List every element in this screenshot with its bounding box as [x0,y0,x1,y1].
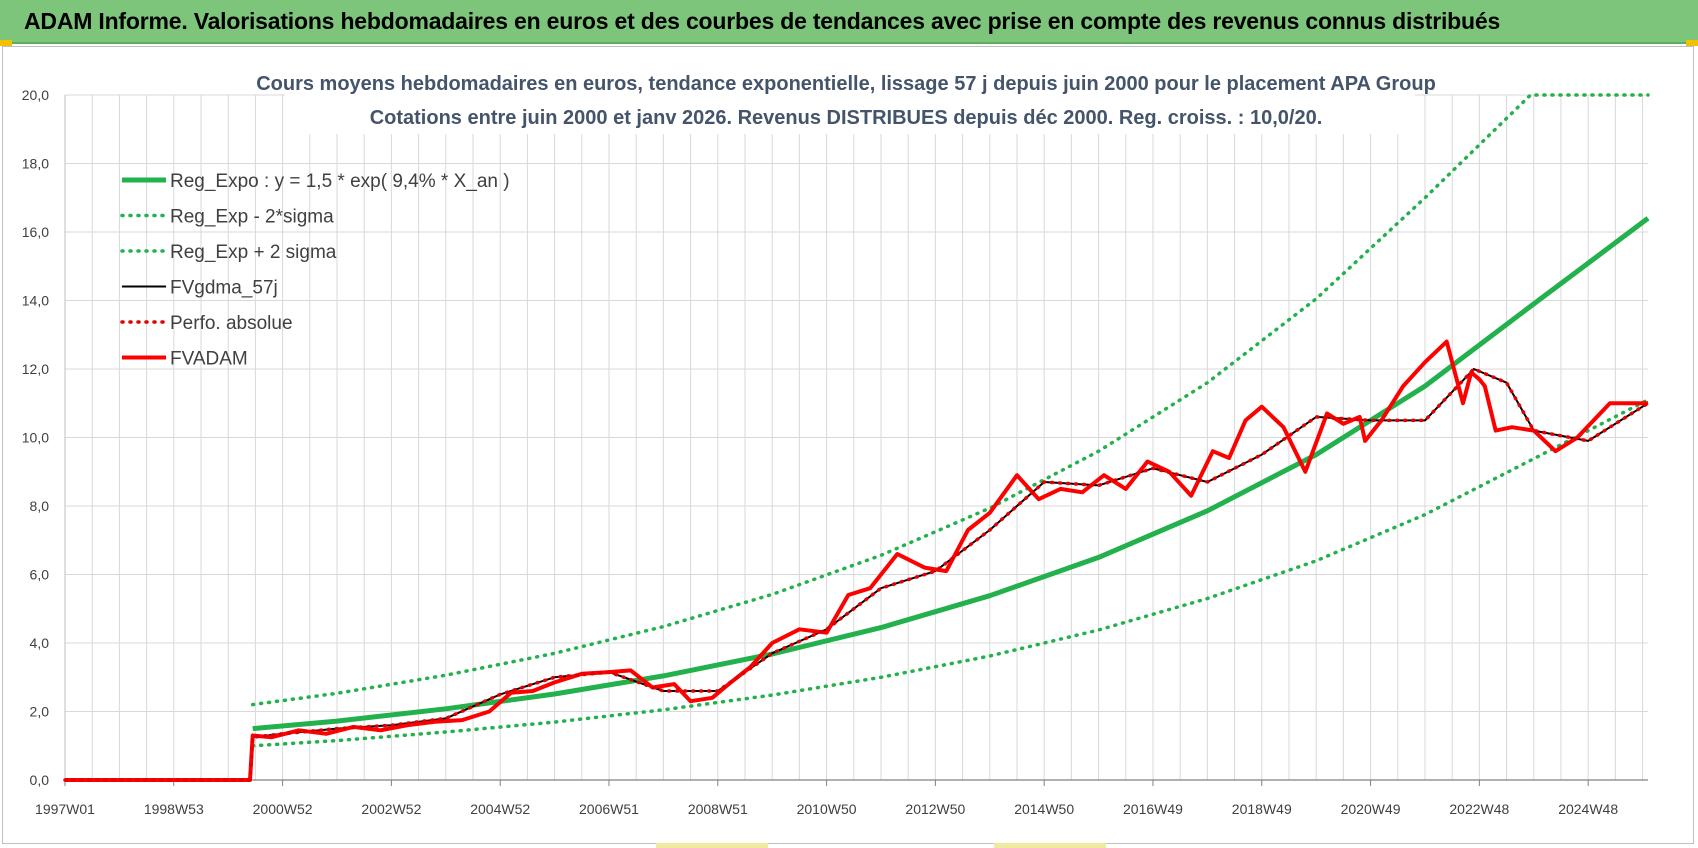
y-tick-label: 20,0 [22,87,49,103]
x-tick-label: 2002W52 [361,801,421,817]
x-tick-label: 2022W48 [1449,801,1509,817]
header-bar: ADAM Informe. Valorisations hebdomadaire… [0,0,1698,44]
y-tick-label: 10,0 [22,430,49,446]
chart-title: Cours moyens hebdomadaires en euros, ten… [256,73,1436,95]
y-tick-label: 12,0 [22,361,49,377]
x-tick-label: 2018W49 [1232,801,1292,817]
x-tick-label: 2012W50 [905,801,965,817]
legend-label: Reg_Expo : y = 1,5 * exp( 9,4% * X_an ) [170,171,510,192]
legend-label: Reg_Exp - 2*sigma [170,207,334,228]
x-tick-label: 2010W50 [797,801,857,817]
y-tick-label: 6,0 [30,567,50,583]
y-tick-label: 0,0 [30,772,50,788]
y-tick-label: 8,0 [30,498,50,514]
page-title: ADAM Informe. Valorisations hebdomadaire… [24,8,1501,34]
legend-label: FVgdma_57j [170,278,278,299]
chart-axes [64,95,1648,786]
y-tick-label: 2,0 [30,704,50,720]
x-tick-label: 2000W52 [253,801,313,817]
y-tick-label: 14,0 [22,293,49,309]
bottom-marker-left [656,843,768,848]
header-corner-left [0,40,12,46]
series-line-1 [250,398,1650,748]
header-corner-right [1686,40,1698,46]
chart-subtitle: Cotations entre juin 2000 et janv 2026. … [370,107,1323,129]
legend-label: FVADAM [170,349,248,370]
x-tick-label: 2020W49 [1341,801,1401,817]
x-tick-label: 2008W51 [688,801,748,817]
x-axis-ticks: 1997W01 1998W53 2000W52 2002W52 2004W52 2006W… [35,801,1618,817]
series-line-0 [252,216,1650,732]
y-tick-label: 4,0 [30,635,50,651]
chart-legend: Reg_Expo : y = 1,5 * exp( 9,4% * X_an ) R… [120,171,510,370]
x-tick-label: 2016W49 [1123,801,1183,817]
x-tick-label: 2024W48 [1558,801,1618,817]
x-tick-label: 2004W52 [470,801,530,817]
chart-series [63,93,1650,782]
bottom-marker-right [994,843,1106,848]
legend-label: Reg_Exp + 2 sigma [170,242,337,263]
series-line-2 [250,93,1650,707]
x-tick-label: 1998W53 [144,801,204,817]
chart-frame [2,46,1694,844]
series-line-5 [65,339,1648,782]
x-tick-label: 2014W50 [1014,801,1074,817]
y-tick-label: 16,0 [22,224,49,240]
y-axis-ticks: 0,0 2,0 4,0 6,0 8,0 10,0 12,0 14,0 16,0 18,0 20,0 [22,87,49,788]
chart-title-background [285,66,1415,134]
legend-label: Perfo. absolue [170,313,293,334]
chart-grid [65,94,1648,780]
series-line-4 [63,367,1650,782]
x-tick-label: 2006W51 [579,801,639,817]
y-tick-label: 18,0 [22,156,49,172]
x-tick-label: 1997W01 [35,801,95,817]
